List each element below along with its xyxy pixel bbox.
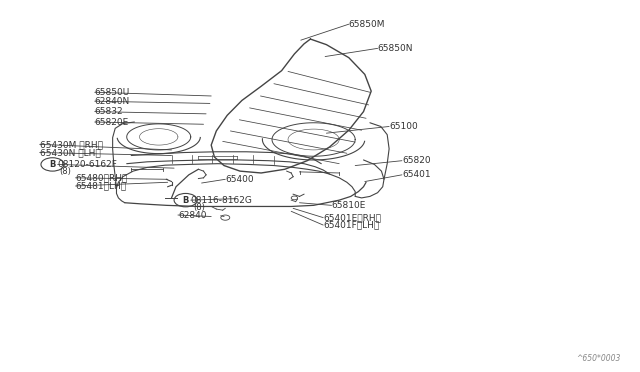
Text: 65810E: 65810E: [332, 201, 366, 210]
Text: 65832: 65832: [95, 107, 124, 116]
Text: 65481〈LH〉: 65481〈LH〉: [76, 182, 127, 190]
Text: 62840: 62840: [178, 211, 207, 219]
Text: 65850U: 65850U: [95, 88, 130, 97]
Text: 65820: 65820: [402, 156, 431, 165]
Text: 65400: 65400: [225, 175, 254, 184]
Text: 65850M: 65850M: [349, 20, 385, 29]
Text: 65401E〈RH〉: 65401E〈RH〉: [323, 213, 381, 222]
Text: B: B: [182, 196, 189, 205]
Text: 65401F〈LH〉: 65401F〈LH〉: [323, 221, 380, 230]
Text: B: B: [49, 160, 56, 169]
Text: 65850N: 65850N: [378, 44, 413, 53]
Text: 08116-8162G: 08116-8162G: [191, 196, 253, 205]
Text: (8): (8): [59, 167, 71, 176]
Text: 65480〈RH〉: 65480〈RH〉: [76, 173, 128, 182]
Text: (8): (8): [193, 203, 205, 212]
Text: 62840N: 62840N: [95, 97, 130, 106]
Text: ^650*0003: ^650*0003: [577, 354, 621, 363]
Text: 65100: 65100: [389, 122, 418, 131]
Text: 65820E: 65820E: [95, 118, 129, 126]
Text: 08120-6162F: 08120-6162F: [58, 160, 118, 169]
Text: 65430M 〈RH〉: 65430M 〈RH〉: [40, 140, 102, 149]
Text: 65430N 〈LH〉: 65430N 〈LH〉: [40, 148, 100, 157]
Text: 65401: 65401: [402, 170, 431, 179]
